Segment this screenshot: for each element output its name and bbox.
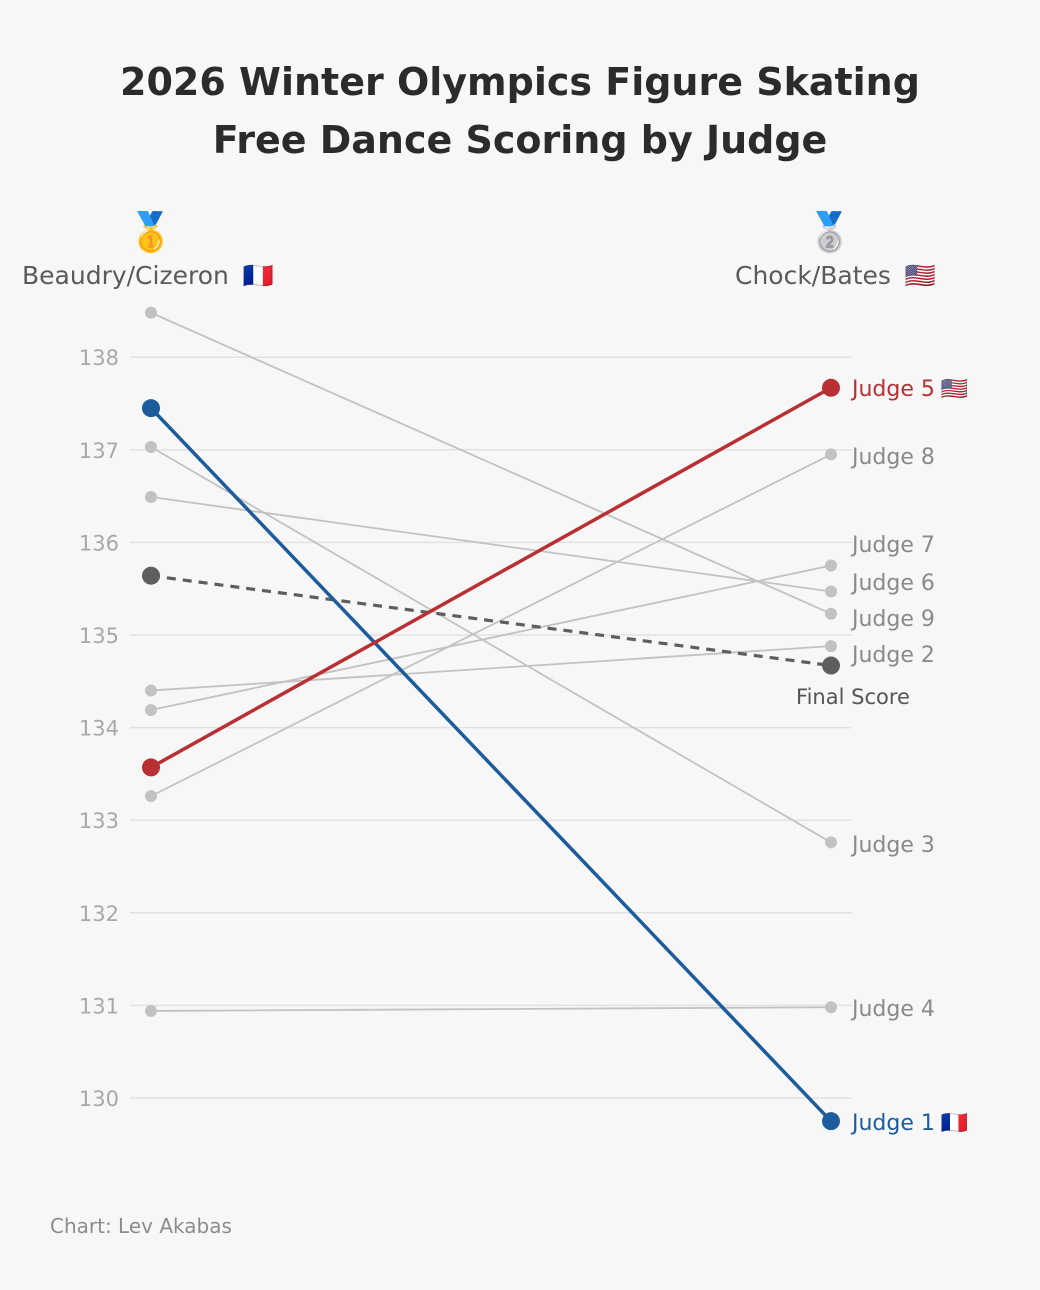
judge-2-left-point	[145, 684, 157, 697]
chart-credit: Chart: Lev Akabas	[50, 1214, 232, 1238]
judge-9-label: Judge 9	[850, 607, 935, 632]
judge-7-line	[150, 564, 832, 711]
final-score-series: Final Score	[142, 566, 910, 709]
judge-8-line	[150, 453, 832, 798]
y-tick-label-133: 133	[79, 809, 119, 833]
judge-5-line	[149, 386, 833, 770]
judge-3-label-name: Judge 3	[850, 833, 935, 858]
judge-7-label: Judge 7	[850, 533, 935, 558]
final-score-line	[150, 574, 832, 668]
final-score-label: Final Score	[796, 685, 910, 709]
judge-4-right-point	[825, 1001, 837, 1014]
gold-medal-icon: 🥇	[127, 210, 174, 255]
judge-3-label: Judge 3	[850, 833, 935, 858]
judge-8-series: Judge 8	[145, 445, 935, 803]
gridlines	[130, 356, 852, 1099]
y-tick-label-138: 138	[79, 346, 119, 370]
judge-2-label: Judge 2	[850, 643, 935, 668]
y-tick-label-135: 135	[79, 624, 119, 648]
judge-7-label-name: Judge 7	[850, 533, 935, 558]
judge-9-line	[150, 311, 832, 615]
y-tick-label-131: 131	[79, 994, 119, 1018]
judge-2-label-name: Judge 2	[850, 643, 935, 668]
y-tick-label-132: 132	[79, 902, 119, 926]
silver-medal-icon: 🥈	[806, 210, 853, 255]
judge-5-right-point	[822, 378, 840, 397]
judge-7-right-point	[825, 559, 837, 572]
chart-title: 2026 Winter Olympics Figure Skating	[120, 60, 920, 104]
judge-2-line	[150, 645, 832, 692]
france-flag-icon: 🇫🇷	[243, 261, 274, 290]
right-column-name: Chock/Bates	[735, 261, 891, 290]
judge-8-label: Judge 8	[850, 445, 935, 470]
judge-8-left-point	[145, 790, 157, 803]
judge-6-label-name: Judge 6	[850, 571, 935, 596]
judge-1-flag-icon: 🇫🇷	[941, 1111, 968, 1136]
judge-4-label: Judge 4	[850, 997, 935, 1022]
judge-7-left-point	[145, 704, 157, 717]
judge-3-left-point	[145, 441, 157, 454]
judge-7-series: Judge 7	[145, 533, 935, 717]
judge-1-left-point	[142, 399, 160, 418]
judge-4-line	[150, 1006, 832, 1012]
judge-6-label: Judge 6	[850, 571, 935, 596]
judge-9-label-name: Judge 9	[850, 607, 935, 632]
usa-flag-icon: 🇺🇸	[905, 261, 936, 290]
chart-subtitle: Free Dance Scoring by Judge	[213, 118, 828, 162]
judge-1-line	[149, 406, 833, 1123]
y-tick-label-130: 130	[79, 1087, 119, 1111]
judge-2-right-point	[825, 640, 837, 653]
judge-2-series: Judge 2	[145, 640, 935, 697]
judge-5-series: Judge 5 🇺🇸	[142, 377, 968, 777]
judge-6-line	[150, 496, 832, 593]
judge-5-label-name: Judge 5	[850, 377, 935, 402]
judge-5-flag-icon: 🇺🇸	[941, 377, 968, 402]
judge-6-right-point	[825, 585, 837, 598]
judge-3-series: Judge 3	[145, 441, 935, 858]
y-tick-label-134: 134	[79, 717, 119, 741]
judge-1-series: Judge 1 🇫🇷	[142, 399, 968, 1136]
judge-4-left-point	[145, 1004, 157, 1017]
judge-5-left-point	[142, 758, 160, 777]
right-column-label: Chock/Bates 🇺🇸	[735, 261, 936, 290]
left-column-label: Beaudry/Cizeron 🇫🇷	[22, 261, 274, 290]
judge-1-right-point	[822, 1112, 840, 1131]
judge-4-series: Judge 4	[145, 997, 935, 1022]
judge-6-series: Judge 6	[145, 491, 935, 598]
y-tick-label-137: 137	[79, 439, 119, 463]
final-score-right-point	[822, 656, 840, 675]
judge-9-left-point	[145, 306, 157, 319]
y-tick-label-136: 136	[79, 531, 119, 555]
judge-3-right-point	[825, 836, 837, 849]
judge-9-right-point	[825, 607, 837, 620]
left-column-name: Beaudry/Cizeron	[22, 261, 229, 290]
judge-6-left-point	[145, 491, 157, 504]
judge-1-label-name: Judge 1	[850, 1111, 935, 1136]
judge-8-right-point	[825, 448, 837, 461]
judge-5-label: Judge 5 🇺🇸	[850, 377, 968, 402]
judge-9-series: Judge 9	[145, 306, 935, 632]
judge-1-label: Judge 1 🇫🇷	[850, 1111, 968, 1136]
judge-series: Judge 2 Judge 3 Judge 4 Judge 6 Judge 7 Judge…	[142, 306, 968, 1136]
final-score-left-point	[142, 566, 160, 585]
judge-8-label-name: Judge 8	[850, 445, 935, 470]
y-axis-ticks: 130 131 132 133 134 135 136 137 138	[79, 346, 119, 1111]
judge-4-label-name: Judge 4	[850, 997, 935, 1022]
